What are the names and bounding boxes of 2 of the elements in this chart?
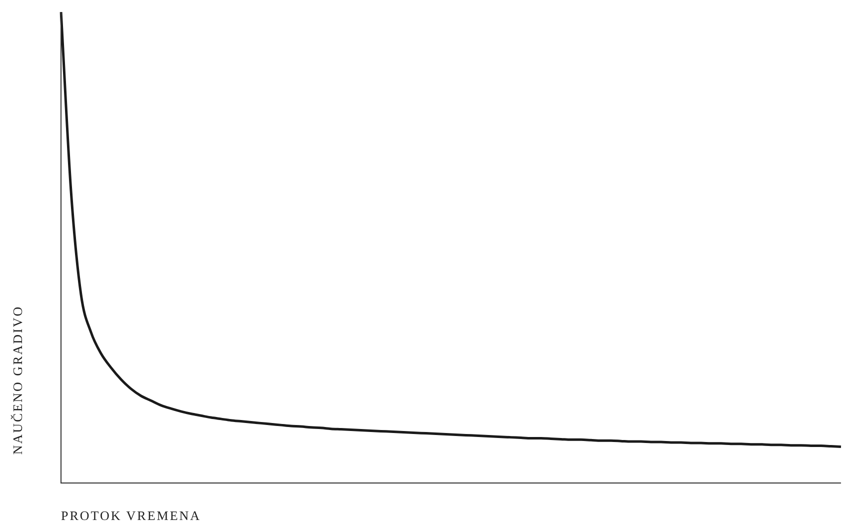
- x-axis-title: PROTOK VREMENA: [61, 508, 202, 524]
- y-axis-title: NAUČENO GRADIVO: [10, 305, 26, 455]
